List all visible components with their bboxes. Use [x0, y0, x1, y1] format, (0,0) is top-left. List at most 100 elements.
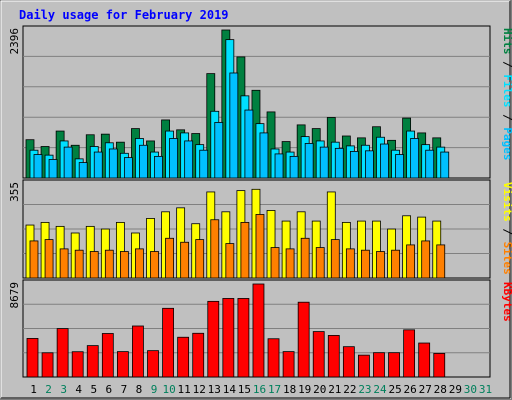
bar-pages: [184, 140, 194, 179]
bar-sites: [150, 251, 159, 279]
bar-sites: [315, 247, 325, 279]
bar-sites: [135, 248, 144, 279]
bottom-panel: 8679 KBytes: [8, 279, 512, 378]
bar-kbytes: [41, 352, 54, 378]
bar-pages: [319, 146, 329, 179]
bar-pages: [108, 148, 118, 179]
legend: KBytes: [501, 282, 512, 322]
x-tick-label: 3: [60, 383, 67, 396]
x-tick-label: 26: [404, 383, 417, 396]
x-tick-label: 7: [121, 383, 128, 396]
x-tick-label: 20: [313, 383, 326, 396]
bar-kbytes: [252, 283, 265, 378]
bar-kbytes: [192, 332, 205, 378]
x-tick-label: 10: [162, 383, 175, 396]
x-tick-label: 13: [208, 383, 221, 396]
x-tick-label: 18: [283, 383, 296, 396]
bar-sites: [44, 239, 54, 279]
bar-sites: [180, 241, 190, 279]
bar-kbytes: [147, 350, 159, 378]
bar-kbytes: [327, 335, 340, 378]
x-tick-label: 8: [136, 383, 143, 396]
bar-kbytes: [71, 351, 84, 378]
bar-kbytes: [358, 354, 370, 378]
x-tick-label: 22: [343, 383, 356, 396]
legend-separator: /: [501, 222, 512, 242]
bar-pages: [48, 159, 58, 179]
bar-pages: [33, 154, 43, 179]
bar-sites: [270, 247, 280, 279]
bar-sites: [421, 240, 431, 279]
bar-pages: [274, 153, 284, 179]
bar-kbytes: [433, 353, 446, 378]
bar-sites: [225, 243, 235, 279]
bar-pages: [169, 138, 178, 179]
x-tick-label: 28: [434, 383, 447, 396]
bar-kbytes: [222, 298, 235, 378]
bar-sites: [119, 251, 129, 279]
y-max-label: 8679: [8, 282, 21, 309]
bar-sites: [210, 219, 220, 279]
bar-kbytes: [132, 325, 144, 378]
legend-visits: Visits: [501, 182, 512, 222]
bar-pages: [410, 138, 420, 179]
x-tick-label: 29: [449, 383, 462, 396]
bar-pages: [425, 149, 435, 179]
x-tick-label: 24: [373, 383, 387, 396]
bar-kbytes: [162, 307, 174, 378]
x-tick-label: 12: [193, 383, 206, 396]
legend-separator: /: [501, 108, 512, 128]
bar-kbytes: [342, 346, 355, 378]
bar-kbytes: [267, 338, 280, 378]
x-tick-label: 1: [30, 383, 37, 396]
legend-files: Files: [501, 74, 512, 107]
bar-sites: [104, 249, 114, 279]
y-max-label: 2396: [8, 28, 21, 55]
bar-sites: [391, 249, 400, 279]
bar-sites: [361, 249, 370, 279]
bar-pages: [78, 162, 88, 179]
x-tick-label: 31: [479, 383, 492, 396]
bar-kbytes: [237, 298, 250, 378]
bar-pages: [123, 157, 133, 179]
bar-pages: [349, 151, 359, 179]
x-tick-label: 15: [238, 383, 251, 396]
x-tick-label: 9: [151, 383, 158, 396]
bar-sites: [240, 221, 250, 279]
bar-kbytes: [101, 333, 114, 378]
x-tick-label: 4: [75, 383, 82, 396]
legend-separator: /: [501, 55, 512, 75]
x-tick-label: 25: [388, 383, 401, 396]
bar-kbytes: [177, 336, 190, 378]
bar-kbytes: [86, 345, 99, 378]
bar-sites: [29, 240, 39, 279]
x-tick-label: 30: [464, 383, 477, 396]
bar-pages: [199, 149, 209, 179]
bar-sites: [195, 239, 205, 279]
bar-pages: [289, 155, 299, 179]
bar-pages: [63, 146, 73, 179]
bar-pages: [229, 72, 239, 179]
x-tick-label: 23: [358, 383, 371, 396]
x-tick-label: 14: [223, 383, 237, 396]
bar-sites: [255, 214, 265, 279]
y-max-label: 355: [8, 182, 21, 202]
bar-sites: [300, 237, 310, 279]
x-tick-label: 21: [328, 383, 341, 396]
middle-panel: 355 Visits / Sites: [8, 179, 512, 279]
bar-sites: [436, 244, 446, 279]
legend: Visits / Sites: [501, 182, 512, 275]
legend-hits: Hits: [501, 28, 512, 55]
legend-pages: Pages: [501, 127, 512, 160]
legend-sites: Sites: [501, 242, 512, 275]
x-tick-label: 17: [268, 383, 281, 396]
x-tick-label: 5: [90, 383, 97, 396]
bar-kbytes: [418, 342, 431, 378]
bar-pages: [304, 143, 314, 179]
legend: Hits / Files / Pages: [501, 28, 512, 161]
x-tick-label: 27: [419, 383, 432, 396]
x-tick-label: 6: [106, 383, 113, 396]
bar-pages: [244, 109, 254, 179]
bar-pages: [440, 151, 450, 179]
